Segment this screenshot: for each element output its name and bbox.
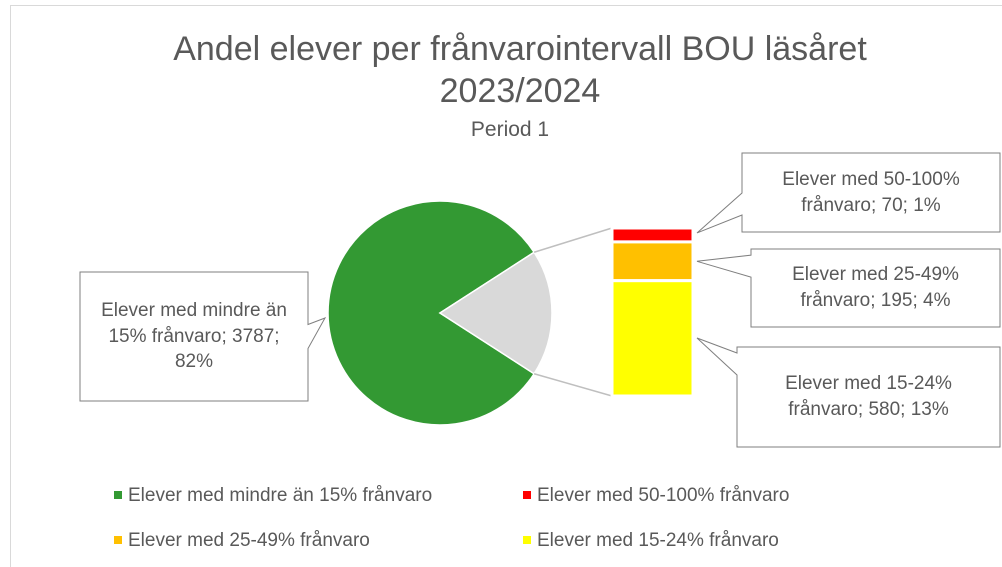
data-label: Elever med 50-100% frånvaro; 70; 1% bbox=[782, 168, 960, 216]
legend-marker bbox=[523, 491, 531, 499]
data-label-box bbox=[696, 248, 1001, 328]
legend-label: Elever med 50-100% frånvaro bbox=[537, 485, 789, 506]
data-label-box bbox=[696, 337, 1001, 448]
connector-line bbox=[533, 227, 613, 253]
legend-label: Elever med 15-24% frånvaro bbox=[537, 530, 779, 551]
data-label: Elever med 15-24% frånvaro; 580; 13% bbox=[785, 373, 952, 420]
data-label-box bbox=[79, 271, 327, 402]
pie-slice-other bbox=[438, 251, 553, 375]
connector-line bbox=[533, 373, 613, 397]
legend-marker bbox=[114, 536, 122, 544]
legend-label: Elever med 25-49% frånvaro bbox=[128, 530, 370, 551]
data-label-box bbox=[696, 152, 1001, 234]
legend-label: Elever med mindre än 15% frånvaro bbox=[128, 485, 432, 506]
data-label: Elever med 25-49% frånvaro; 195; 4% bbox=[792, 264, 959, 311]
pie-slice bbox=[327, 200, 536, 426]
bar-segment bbox=[610, 240, 695, 283]
data-label: Elever med mindre än 15% frånvaro; 3787;… bbox=[101, 300, 287, 373]
chart-subtitle: Period 1 bbox=[470, 118, 550, 141]
chart-title: Andel elever per frånvarointervall BOU l… bbox=[173, 30, 867, 110]
legend-marker bbox=[523, 536, 531, 544]
bar-segment bbox=[610, 226, 695, 244]
bar-segment bbox=[610, 279, 695, 398]
legend-marker bbox=[114, 491, 122, 499]
